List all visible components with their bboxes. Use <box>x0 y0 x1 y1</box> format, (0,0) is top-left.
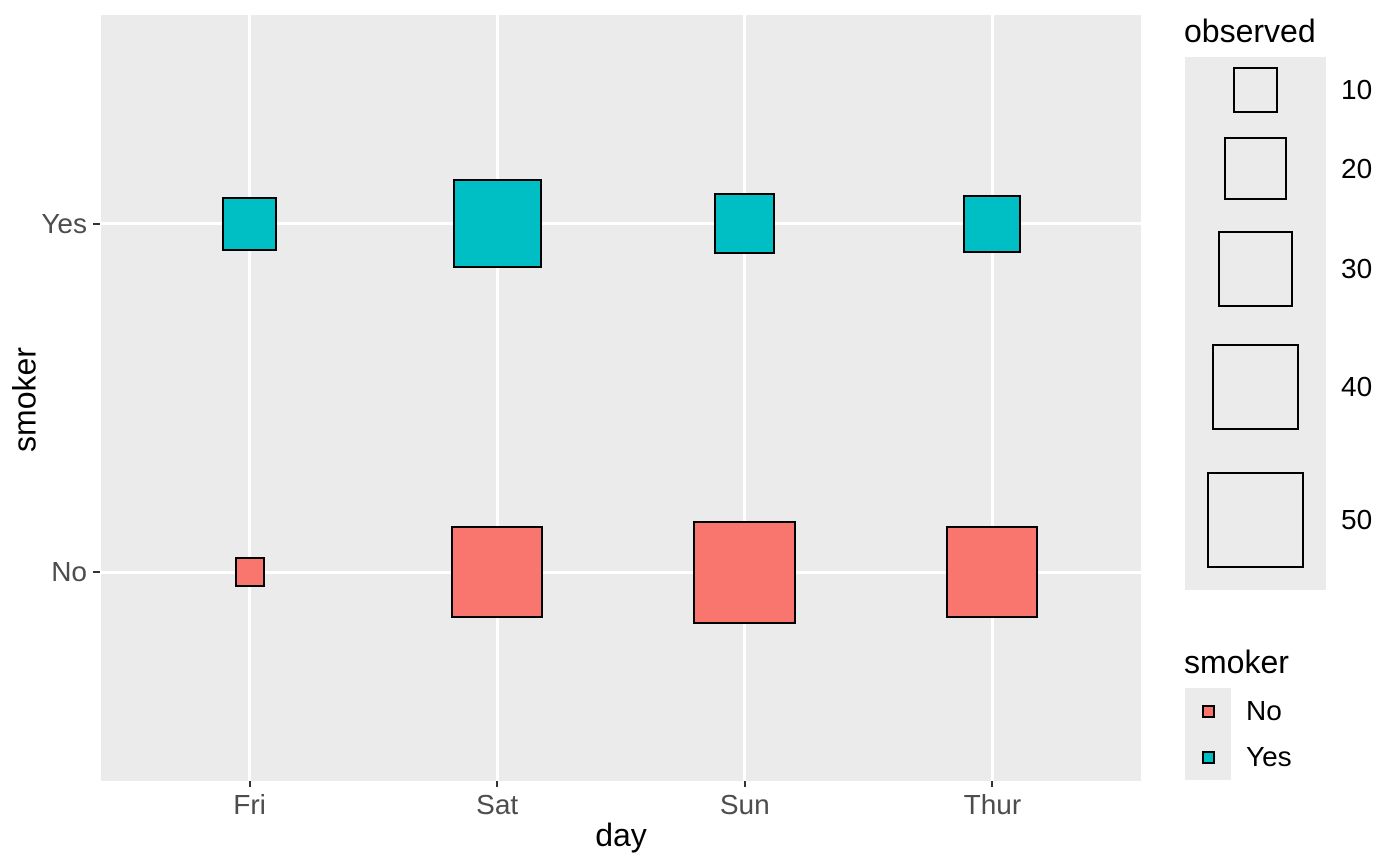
size-legend-label-20: 20 <box>1341 152 1373 184</box>
color-legend-key-no <box>1185 688 1231 734</box>
major-gridline-vertical-sat <box>495 15 499 781</box>
color-legend-label-no: No <box>1246 695 1282 726</box>
size-legend-label-40: 40 <box>1341 371 1373 402</box>
size-legend-square-40 <box>1212 343 1299 431</box>
y-tick-mark-yes <box>93 222 100 225</box>
data-square-fri-yes <box>222 196 277 252</box>
x-axis-title: day <box>595 817 647 853</box>
plot-panel <box>101 15 1141 781</box>
size-legend-square-50 <box>1207 471 1304 569</box>
data-square-sat-yes <box>452 179 542 269</box>
size-legend-square-20 <box>1224 137 1287 200</box>
size-legend-label-50: 50 <box>1341 504 1373 535</box>
x-tick-mark-sat <box>496 781 499 787</box>
size-legend-key-40 <box>1185 324 1326 450</box>
y-axis-title: smoker <box>6 347 43 452</box>
data-square-sun-yes <box>714 193 776 255</box>
size-legend-label-10: 10 <box>1341 74 1373 105</box>
size-legend-key-20 <box>1185 123 1326 214</box>
size-legend-title: observed <box>1184 13 1316 49</box>
major-gridline-horizontal-yes <box>101 222 1141 226</box>
y-tick-label-no: No <box>51 556 87 588</box>
major-gridline-horizontal-no <box>101 570 1141 574</box>
major-gridline-vertical-fri <box>248 15 252 781</box>
size-legend-key-50 <box>1185 450 1326 590</box>
x-tick-mark-thur <box>991 781 994 787</box>
data-square-sat-no <box>451 526 544 619</box>
data-square-thur-no <box>946 526 1039 619</box>
size-legend-key-30 <box>1185 214 1326 324</box>
x-tick-label-thur: Thur <box>963 789 1022 820</box>
color-legend-label-yes: Yes <box>1246 741 1292 772</box>
color-legend-title: smoker <box>1184 644 1289 680</box>
major-gridline-vertical-sun <box>743 15 747 781</box>
x-tick-mark-fri <box>248 781 251 787</box>
y-tick-label-yes: Yes <box>41 207 87 239</box>
size-legend-square-10 <box>1232 67 1279 113</box>
y-tick-mark-no <box>93 571 100 574</box>
x-tick-label-sat: Sat <box>476 789 519 820</box>
x-tick-label-fri: Fri <box>233 789 266 820</box>
x-tick-mark-sun <box>743 781 746 787</box>
color-legend-square-no <box>1201 704 1215 718</box>
data-square-sun-no <box>693 520 797 624</box>
size-legend-key-10 <box>1185 57 1326 123</box>
major-gridline-vertical-thur <box>990 15 994 781</box>
color-legend-square-yes <box>1201 750 1215 764</box>
color-legend-key-yes <box>1185 734 1231 780</box>
x-tick-label-sun: Sun <box>719 789 770 820</box>
data-square-fri-no <box>234 557 265 588</box>
data-square-thur-yes <box>963 194 1022 253</box>
size-legend-square-30 <box>1217 231 1294 307</box>
size-legend-label-30: 30 <box>1341 253 1373 284</box>
